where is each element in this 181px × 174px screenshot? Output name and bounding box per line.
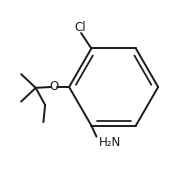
Text: O: O	[49, 81, 58, 93]
Text: Cl: Cl	[74, 21, 86, 34]
Text: H₂N: H₂N	[99, 136, 121, 149]
